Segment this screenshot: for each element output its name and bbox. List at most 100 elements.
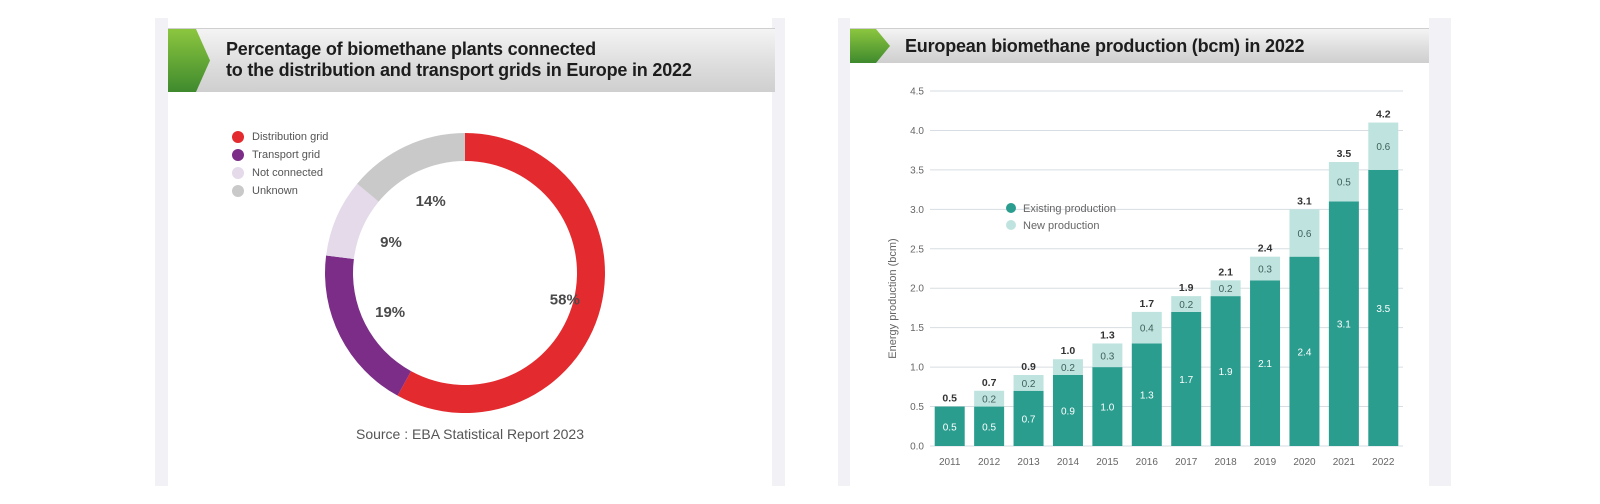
left-chart-title: Percentage of biomethane plants connecte…	[226, 39, 692, 81]
green-arrow-icon	[168, 29, 210, 92]
donut-label-1: 58%	[550, 292, 580, 309]
right-chart-header: European biomethane production (bcm) in …	[850, 28, 1429, 63]
bar-existing-2013	[1013, 390, 1044, 446]
bar-new-label: 0.3	[1100, 351, 1114, 362]
bar-existing-label: 0.7	[1022, 414, 1036, 425]
x-tick-label: 2022	[1372, 457, 1395, 468]
bar-new-label: 0.6	[1376, 142, 1390, 153]
bar-new-2018	[1210, 280, 1241, 297]
bar-total-label: 3.5	[1337, 148, 1352, 160]
legend-item-unknown: Unknown	[232, 185, 298, 197]
bar-new-label: 0.2	[1219, 284, 1233, 295]
bar-existing-2019	[1250, 280, 1281, 446]
left-chart-title-line1: Percentage of biomethane plants connecte…	[226, 39, 596, 59]
bar-new-2017	[1171, 296, 1202, 312]
bar-existing-2016	[1131, 343, 1162, 446]
donut-label-3: 9%	[380, 234, 402, 251]
x-tick-label: 2012	[978, 457, 1001, 468]
bar-total-label: 0.5	[942, 393, 957, 405]
green-arrow-icon	[850, 29, 890, 63]
bar-new-2016	[1131, 311, 1162, 344]
left-panel: Percentage of biomethane plants connecte…	[155, 18, 785, 486]
legend-swatch	[232, 167, 244, 179]
legend-swatch	[1006, 203, 1016, 213]
x-tick-label: 2021	[1333, 457, 1356, 468]
legend-label: Distribution grid	[252, 131, 329, 143]
bar-existing-label: 0.5	[943, 422, 957, 433]
bar-existing-2015	[1092, 367, 1123, 446]
bar-existing-2014	[1052, 375, 1083, 446]
bar-existing-label: 0.9	[1061, 407, 1075, 418]
bar-total-label: 4.2	[1376, 109, 1391, 121]
bar-total-label: 0.7	[982, 377, 997, 389]
donut-label-4: 14%	[416, 193, 446, 210]
donut-slice-3	[326, 183, 379, 259]
bar-existing-2020	[1289, 256, 1320, 446]
bar-new-label: 0.2	[982, 395, 996, 406]
y-axis-label: Energy production (bcm)	[887, 238, 899, 358]
y-tick-label: 0.0	[910, 442, 924, 453]
bar-new-2019	[1250, 256, 1281, 281]
legend-swatch	[1006, 220, 1016, 230]
bar-new-label: 0.2	[1061, 363, 1075, 374]
bar-new-2021	[1328, 162, 1359, 202]
bar-total-label: 1.7	[1139, 298, 1154, 310]
bar-existing-2012	[974, 406, 1005, 446]
bar-total-label: 2.1	[1218, 266, 1233, 278]
bar-existing-2018	[1210, 296, 1241, 446]
x-tick-label: 2011	[939, 457, 961, 468]
bar-existing-2011	[934, 406, 965, 446]
bar-total-label: 1.3	[1100, 329, 1115, 341]
bar-new-label: 0.2	[1179, 300, 1193, 311]
bar-existing-label: 3.1	[1337, 320, 1351, 331]
legend-swatch	[232, 185, 244, 197]
y-tick-label: 2.5	[910, 244, 924, 255]
bar-existing-2021	[1328, 201, 1359, 446]
donut-slice-2	[325, 255, 412, 396]
bar-new-2015	[1092, 343, 1123, 368]
right-panel: European biomethane production (bcm) in …	[838, 18, 1451, 486]
x-tick-label: 2017	[1175, 457, 1198, 468]
bar-new-2014	[1052, 359, 1083, 375]
bar-existing-label: 1.0	[1100, 403, 1114, 414]
x-tick-label: 2020	[1293, 457, 1316, 468]
bar-chart: 0.0 0.5 1.0 1.5 2.0 2.5 3.0 3.5 4.0 4.5 Energy pro…	[887, 87, 1403, 468]
bar-new-label: 0.3	[1258, 265, 1272, 276]
x-tick-label: 2016	[1136, 457, 1159, 468]
y-tick-label: 3.0	[910, 205, 924, 216]
legend-item-transport: Transport grid	[232, 149, 320, 161]
legend-swatch	[232, 149, 244, 161]
bar-existing-label: 0.5	[982, 422, 996, 433]
y-tick-label: 2.0	[910, 284, 924, 295]
y-tick-label: 0.5	[910, 402, 924, 413]
x-tick-label: 2015	[1096, 457, 1119, 468]
source-note: Source : EBA Statistical Report 2023	[355, 426, 584, 442]
bar-new-label: 0.4	[1140, 324, 1154, 335]
bar-new-2020	[1289, 209, 1320, 257]
bar-new-label: 0.5	[1337, 178, 1351, 189]
x-tick-label: 2019	[1254, 457, 1277, 468]
x-tick-label: 2018	[1215, 457, 1238, 468]
bar-existing-label: 1.7	[1179, 375, 1193, 386]
legend-label: Unknown	[252, 185, 298, 197]
donut-slice-4	[357, 133, 465, 202]
bar-new-label: 0.2	[1022, 379, 1036, 390]
legend-item-distribution: Distribution grid	[232, 131, 328, 143]
bar-existing-label: 2.1	[1258, 359, 1272, 370]
legend-swatch	[232, 131, 244, 143]
legend-label: Transport grid	[252, 149, 321, 161]
y-tick-label: 4.0	[910, 126, 924, 137]
y-tick-label: 1.5	[910, 323, 924, 334]
bar-existing-label: 2.4	[1298, 347, 1312, 358]
bar-total-label: 0.9	[1021, 361, 1036, 373]
bar-new-label: 0.6	[1298, 229, 1312, 240]
bar-total-label: 3.1	[1297, 195, 1312, 207]
legend-label: Not connected	[252, 167, 323, 179]
x-tick-label: 2013	[1017, 457, 1040, 468]
bar-total-label: 1.9	[1179, 282, 1194, 294]
y-tick-label: 4.5	[910, 87, 924, 98]
y-tick-label: 1.0	[910, 363, 924, 374]
bar-existing-label: 1.9	[1219, 367, 1233, 378]
donut-label-2: 19%	[375, 304, 405, 321]
bar-existing-2022	[1368, 169, 1399, 446]
